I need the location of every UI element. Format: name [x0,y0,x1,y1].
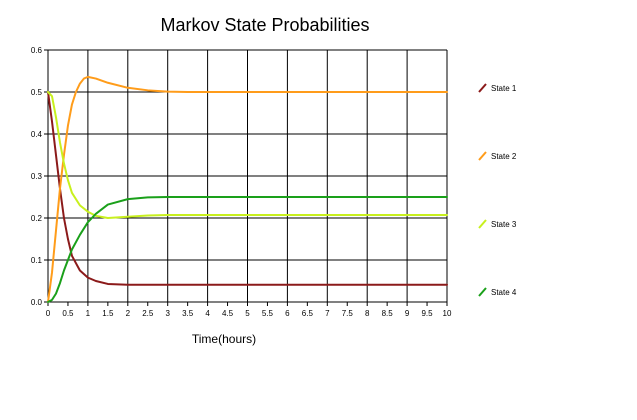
x-tick-label: 5.5 [262,309,274,318]
x-tick-label: 6.5 [302,309,314,318]
legend: State 1 State 2 State 3 State 4 [478,83,517,297]
series-line-state-1 [47,91,448,286]
y-tick-label: 0.2 [31,214,43,223]
legend-swatch-state-1 [478,83,487,93]
x-tick-label: 10 [443,309,452,318]
legend-label-state-1: State 1 [491,84,517,93]
x-tick-label: 9.5 [421,309,433,318]
axis-layer: 0 0.5 1 1.5 2 2.5 3 3.5 4 4.5 5 5.5 6 6.5 7 7.5 8 8.5 9 9.5… [31,46,452,318]
x-tick-label: 8.5 [382,309,394,318]
x-axis-title: Time(hours) [192,332,256,346]
x-tick-label: 0 [46,309,51,318]
x-tick-label: 1 [86,309,91,318]
x-tick-label: 1.5 [102,309,114,318]
x-tick-label: 7 [325,309,330,318]
x-tick-label: 8 [365,309,370,318]
x-tick-label: 4 [205,309,210,318]
x-tick-label: 4.5 [222,309,234,318]
x-tick-label: 9 [405,309,410,318]
legend-swatch-state-4 [478,287,487,297]
x-tick-label: 3.5 [182,309,194,318]
series-layer [47,75,448,303]
y-tick-label: 0.6 [31,46,43,55]
y-tick-label: 0.1 [31,256,43,265]
x-tick-label: 2 [126,309,131,318]
series-line-state-4 [47,196,448,303]
y-tick-label: 0.4 [31,130,43,139]
x-tick-label: 3 [165,309,170,318]
x-tick-label: 7.5 [342,309,354,318]
chart-title: Markov State Probabilities [160,15,369,35]
legend-label-state-3: State 3 [491,220,517,229]
x-tick-label: 5 [245,309,250,318]
legend-swatch-state-3 [478,219,487,229]
legend-swatch-state-2 [478,151,487,161]
x-tick-label: 0.5 [62,309,74,318]
y-tick-label: 0.3 [31,172,43,181]
series-line-state-3 [47,91,448,219]
grid-layer [48,49,448,302]
y-tick-label: 0.5 [31,88,43,97]
legend-label-state-2: State 2 [491,152,517,161]
x-tick-label: 2.5 [142,309,154,318]
y-tick-label: 0.0 [31,298,43,307]
x-tick-label: 6 [285,309,290,318]
legend-label-state-4: State 4 [491,288,517,297]
